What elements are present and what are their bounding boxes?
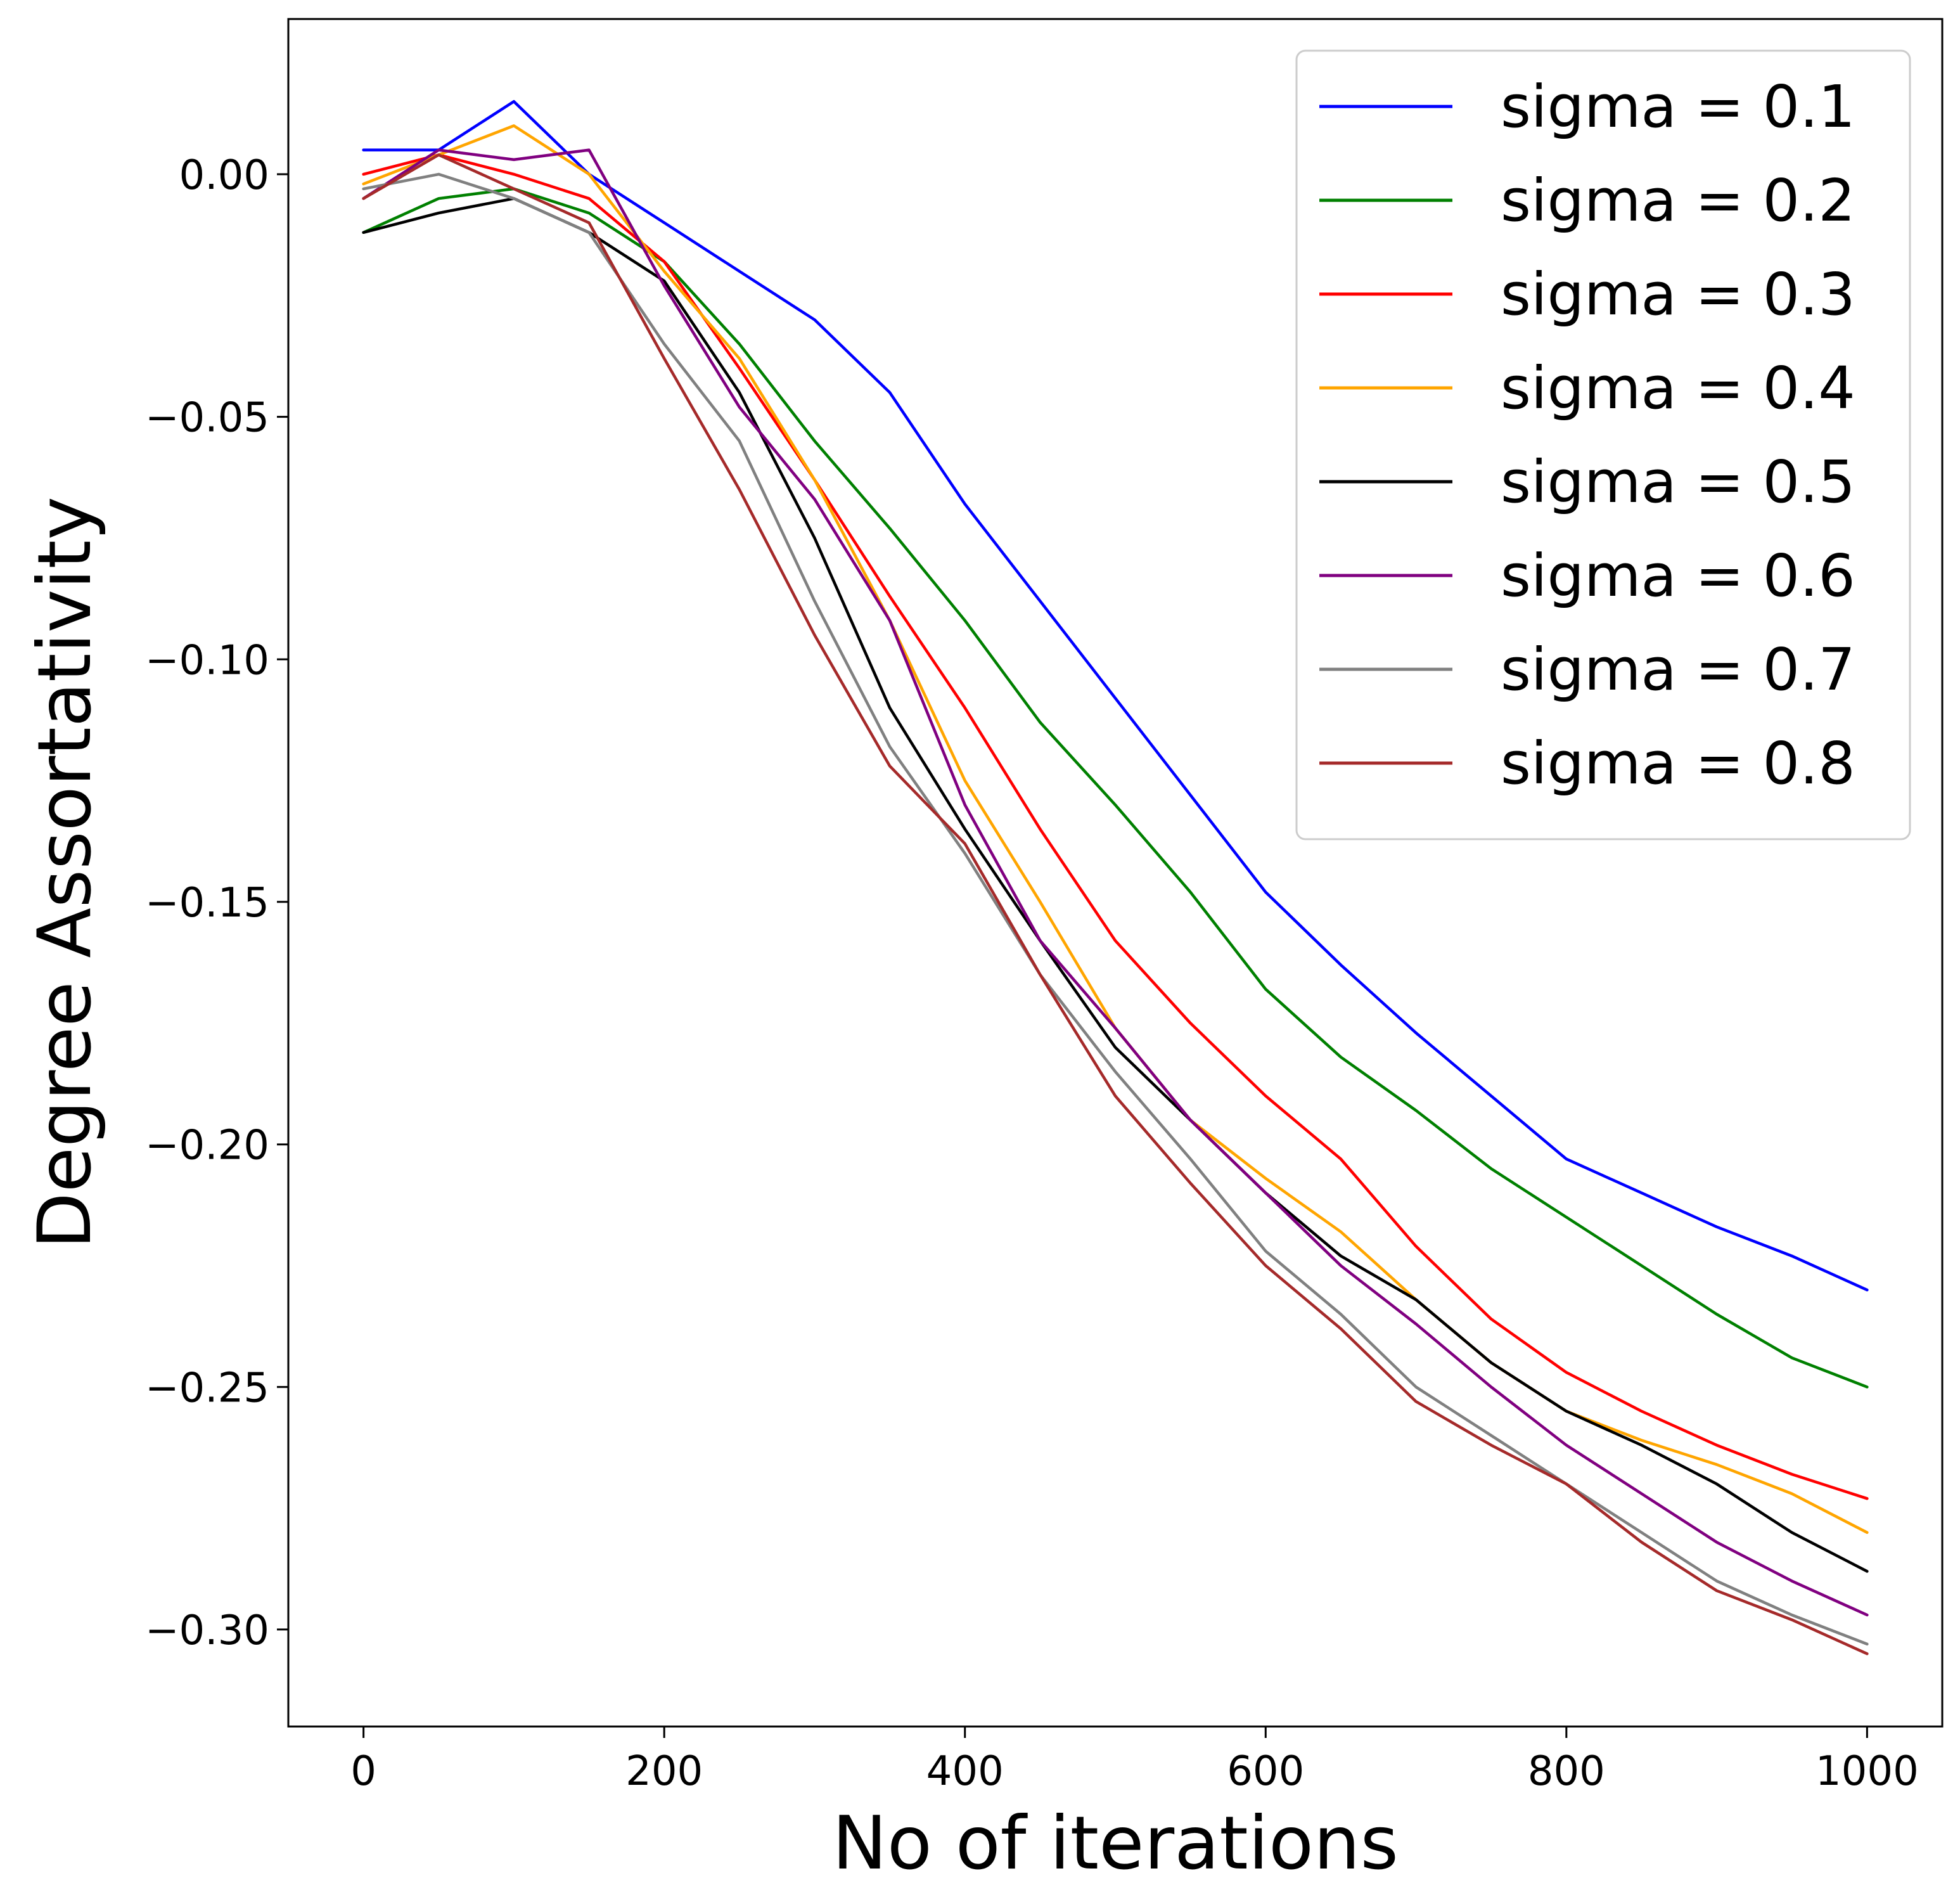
x-axis-label: No of iterations (832, 1801, 1399, 1886)
plot-frame (287, 18, 1944, 1728)
legend-label-3: sigma = 0.3 (1501, 261, 1855, 328)
y-tick-label: −0.25 (145, 1365, 269, 1412)
series-line-2 (362, 187, 1869, 1389)
legend-label-4: sigma = 0.4 (1501, 354, 1855, 422)
x-tick-label: 400 (926, 1748, 1004, 1795)
legend-label-8: sigma = 0.8 (1501, 730, 1855, 797)
legend-box (1295, 49, 1911, 840)
y-tick-label: 0.00 (179, 152, 270, 199)
series-line-3 (362, 153, 1869, 1500)
series-line-5 (362, 196, 1869, 1573)
x-tick-label: 0 (350, 1748, 376, 1795)
legend: sigma = 0.1 sigma = 0.2 sigma = 0.3 sigma =… (1295, 49, 1911, 840)
series-line-6 (362, 148, 1869, 1617)
legend-label-6: sigma = 0.6 (1501, 542, 1855, 610)
legend-label-7: sigma = 0.7 (1501, 636, 1855, 704)
y-tick-label: −0.10 (145, 637, 269, 684)
y-tick-label: −0.30 (145, 1607, 269, 1654)
x-tick-label: 200 (625, 1748, 703, 1795)
y-tick-label: −0.20 (145, 1122, 269, 1169)
y-axis: 0.00 −0.05 −0.10 −0.15 −0.20 −0.25 −0.30 (145, 152, 288, 1654)
series-line-8 (362, 153, 1869, 1656)
y-tick-label: −0.15 (145, 880, 269, 927)
x-tick-label: 600 (1227, 1748, 1304, 1795)
x-tick-label: 800 (1528, 1748, 1605, 1795)
x-axis: 0 200 400 600 800 1000 (350, 1727, 1919, 1795)
legend-label-5: sigma = 0.5 (1501, 448, 1855, 516)
legend-label-1: sigma = 0.1 (1501, 73, 1855, 141)
series-line-1 (362, 100, 1869, 1292)
legend-label-2: sigma = 0.2 (1501, 167, 1855, 235)
series-layer (362, 100, 1869, 1656)
y-axis-label: Degree Assortativity (22, 496, 108, 1249)
y-tick-label: −0.05 (145, 395, 269, 442)
x-tick-label: 1000 (1816, 1748, 1919, 1795)
